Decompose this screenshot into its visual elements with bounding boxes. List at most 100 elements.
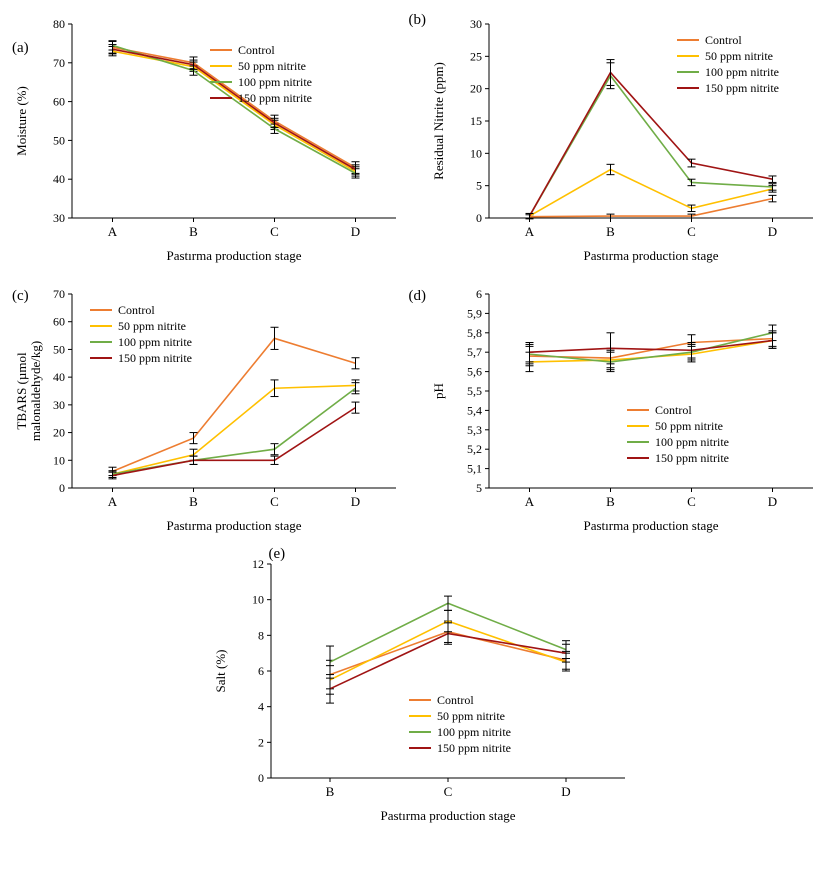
panel-label-d: (d) [409, 288, 427, 305]
chart-c: 010203040506070ABCDPastırma production s… [10, 280, 410, 540]
svg-text:5,2: 5,2 [467, 442, 482, 456]
svg-text:0: 0 [476, 211, 482, 225]
svg-text:60: 60 [53, 315, 65, 329]
x-axis-label: Pastırma production stage [583, 248, 718, 263]
legend-item-n100: 100 ppm nitrite [655, 435, 729, 449]
y-axis-label: Moisture (%) [14, 86, 29, 156]
svg-text:B: B [189, 224, 198, 239]
svg-text:C: C [270, 494, 279, 509]
svg-text:5,9: 5,9 [467, 306, 482, 320]
legend-item-n150: 150 ppm nitrite [655, 451, 729, 465]
svg-text:60: 60 [53, 95, 65, 109]
panel-label-e: (e) [269, 546, 286, 563]
svg-text:C: C [443, 784, 452, 799]
svg-text:8: 8 [258, 628, 264, 642]
svg-text:D: D [767, 494, 776, 509]
panel-label-c: (c) [12, 288, 29, 305]
panel-a: 304050607080ABCDPastırma production stag… [10, 10, 421, 270]
panel-label-a: (a) [12, 40, 29, 57]
chart-d: 55,15,25,35,45,55,65,75,85,96ABCDPastırm… [427, 280, 827, 540]
y-axis-label: Residual Nitrite (ppm) [431, 62, 446, 180]
svg-text:5,3: 5,3 [467, 423, 482, 437]
series-control [529, 199, 772, 217]
panel-e: 0 2 4 6 8 10 12 B C D Pastırma production stage Sal… [209, 550, 639, 830]
svg-text:B: B [189, 494, 198, 509]
y-axis-label: Salt (%) [213, 650, 228, 693]
svg-text:6: 6 [258, 664, 264, 678]
svg-text:20: 20 [53, 426, 65, 440]
series-n150 [113, 49, 356, 169]
legend-item-n50: 50 ppm nitrite [238, 59, 306, 73]
svg-text:80: 80 [53, 17, 65, 31]
svg-text:C: C [687, 494, 696, 509]
legend-item-control: Control [118, 303, 155, 317]
svg-text:5,8: 5,8 [467, 326, 482, 340]
svg-text:A: A [108, 224, 118, 239]
series-n50 [529, 170, 772, 217]
x-axis-label: Pastırma production stage [380, 808, 515, 823]
x-axis-label: Pastırma production stage [166, 518, 301, 533]
svg-text:A: A [524, 224, 534, 239]
svg-text:D: D [767, 224, 776, 239]
svg-text:5,5: 5,5 [467, 384, 482, 398]
svg-text:A: A [108, 494, 118, 509]
x-axis-label: Pastırma production stage [583, 518, 718, 533]
svg-text:B: B [606, 224, 615, 239]
legend-item-n150: 150 ppm nitrite [705, 81, 779, 95]
svg-text:40: 40 [53, 172, 65, 186]
legend-item-n150: 150 ppm nitrite [437, 741, 511, 755]
legend-item-n150: 150 ppm nitrite [118, 351, 192, 365]
legend-item-control: Control [238, 43, 275, 57]
svg-text:2: 2 [258, 735, 264, 749]
svg-text:50: 50 [53, 133, 65, 147]
svg-text:5,6: 5,6 [467, 365, 482, 379]
legend-item-n100: 100 ppm nitrite [705, 65, 779, 79]
panel-b: 0 5 10 15 20 25 30 A B C D Pastırma production stag… [427, 10, 827, 270]
legend-item-n50: 50 ppm nitrite [437, 709, 505, 723]
chart-e: 0 2 4 6 8 10 12 B C D Pastırma production stage Sal… [209, 550, 639, 830]
panel-d: 55,15,25,35,45,55,65,75,85,96ABCDPastırm… [427, 280, 827, 540]
svg-text:25: 25 [470, 49, 482, 63]
svg-text:5,7: 5,7 [467, 345, 482, 359]
svg-text:30: 30 [53, 211, 65, 225]
legend-item-n100: 100 ppm nitrite [437, 725, 511, 739]
svg-text:C: C [270, 224, 279, 239]
svg-text:40: 40 [53, 370, 65, 384]
svg-text:5: 5 [476, 179, 482, 193]
x-axis-label: Pastırma production stage [166, 248, 301, 263]
svg-text:A: A [524, 494, 534, 509]
svg-text:10: 10 [252, 593, 264, 607]
svg-text:4: 4 [258, 700, 264, 714]
series-control [113, 47, 356, 167]
series-n100 [113, 45, 356, 173]
svg-text:D: D [561, 784, 570, 799]
chart-b: 0 5 10 15 20 25 30 A B C D Pastırma production stag… [427, 10, 827, 270]
svg-text:30: 30 [53, 398, 65, 412]
svg-text:5,4: 5,4 [467, 403, 482, 417]
y-axis-label: malonaldehyde/kg) [28, 341, 43, 441]
legend-item-control: Control [705, 33, 742, 47]
svg-text:15: 15 [470, 114, 482, 128]
svg-text:0: 0 [59, 481, 65, 495]
svg-text:D: D [351, 494, 360, 509]
svg-text:C: C [687, 224, 696, 239]
legend-item-n50: 50 ppm nitrite [655, 419, 723, 433]
svg-text:6: 6 [476, 287, 482, 301]
panel-c: 010203040506070ABCDPastırma production s… [10, 280, 421, 540]
svg-text:10: 10 [470, 146, 482, 160]
svg-text:5: 5 [476, 481, 482, 495]
svg-text:10: 10 [53, 453, 65, 467]
svg-text:70: 70 [53, 56, 65, 70]
svg-text:B: B [325, 784, 334, 799]
legend-item-n50: 50 ppm nitrite [118, 319, 186, 333]
y-axis-label: pH [431, 383, 446, 399]
legend-item-control: Control [437, 693, 474, 707]
svg-text:30: 30 [470, 17, 482, 31]
svg-text:20: 20 [470, 82, 482, 96]
legend-item-n50: 50 ppm nitrite [705, 49, 773, 63]
svg-text:0: 0 [258, 771, 264, 785]
legend-item-control: Control [655, 403, 692, 417]
legend-item-n100: 100 ppm nitrite [118, 335, 192, 349]
chart-a: 304050607080ABCDPastırma production stag… [10, 10, 410, 270]
svg-text:12: 12 [252, 557, 264, 571]
